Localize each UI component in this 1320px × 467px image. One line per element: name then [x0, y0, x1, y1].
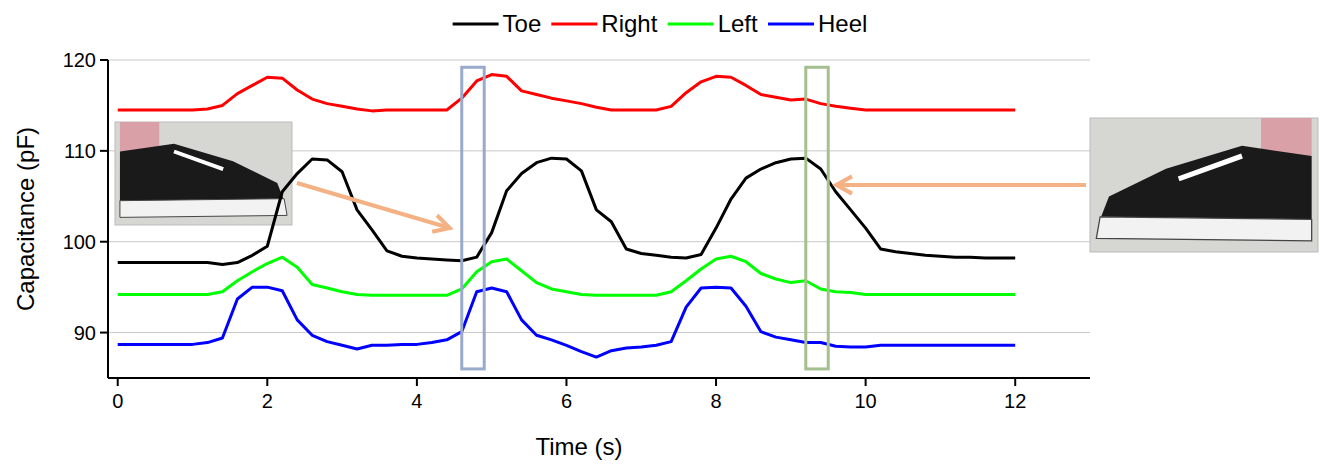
legend-swatch — [668, 23, 714, 26]
shoe — [120, 122, 287, 217]
y-axis — [107, 60, 109, 378]
x-axis-title: Time (s) — [535, 433, 622, 460]
highlight-box — [806, 67, 828, 369]
series-line — [118, 158, 1015, 264]
x-tick — [565, 378, 567, 386]
x-axis — [108, 377, 1090, 379]
photo-frame — [115, 122, 292, 225]
photo-frame — [1090, 118, 1318, 252]
series-line — [118, 287, 1015, 357]
x-tick-label: 10 — [855, 390, 877, 412]
y-tick-label: 100 — [63, 231, 96, 253]
legend-swatch — [453, 23, 499, 26]
x-tick-label: 6 — [561, 390, 572, 412]
grid-line — [108, 60, 1090, 61]
shoe-sole — [120, 199, 287, 218]
arrow-head — [836, 176, 852, 193]
arrow-line — [836, 183, 1086, 187]
x-tick — [266, 378, 268, 386]
legend-label: Right — [601, 10, 657, 37]
laces — [174, 152, 223, 170]
arrow — [836, 176, 1086, 193]
x-tick — [1014, 378, 1016, 386]
x-tick-label: 8 — [710, 390, 721, 412]
x-tick-label: 12 — [1004, 390, 1026, 412]
highlight-box — [462, 67, 484, 369]
x-tick — [715, 378, 717, 386]
series-line — [118, 75, 1015, 111]
y-tick — [100, 150, 108, 152]
y-axis-title: Capacitance (pF) — [12, 127, 39, 311]
arrow — [297, 183, 450, 232]
series-line — [118, 256, 1015, 295]
x-tick-label: 0 — [112, 390, 123, 412]
legend-label: Left — [718, 10, 758, 37]
y-tick-label: 110 — [64, 140, 96, 162]
arrow-head — [432, 215, 450, 232]
shoe-upper — [120, 144, 284, 203]
grid-line — [108, 332, 1090, 333]
photo — [115, 122, 292, 225]
shoe-upper — [1100, 146, 1312, 222]
y-tick — [100, 332, 108, 334]
shoe-sole — [1096, 217, 1311, 241]
x-tick — [416, 378, 418, 386]
y-tick — [100, 59, 108, 61]
photo — [1090, 118, 1318, 252]
grid-line — [108, 241, 1090, 242]
x-tick-label: 2 — [262, 390, 273, 412]
chart: 0 2 4 6 8 10 12 90 100 110 120 Time (s) Capacitance … — [0, 0, 1320, 467]
lines — [118, 75, 1015, 358]
legend-label: Toe — [503, 10, 542, 37]
arrow-line — [297, 183, 450, 228]
x-tick-label: 4 — [411, 390, 422, 412]
y-tick-label: 90 — [74, 322, 96, 344]
legend: Toe Right Left Heel — [453, 10, 868, 37]
x-tick — [117, 378, 119, 386]
y-tick-label: 120 — [63, 49, 96, 71]
laces — [1179, 156, 1242, 179]
y-tick — [100, 241, 108, 243]
legend-swatch — [551, 23, 597, 26]
legend-swatch — [768, 23, 814, 26]
legend-label: Heel — [818, 10, 867, 37]
x-tick — [865, 378, 867, 386]
shoe — [1096, 118, 1311, 241]
